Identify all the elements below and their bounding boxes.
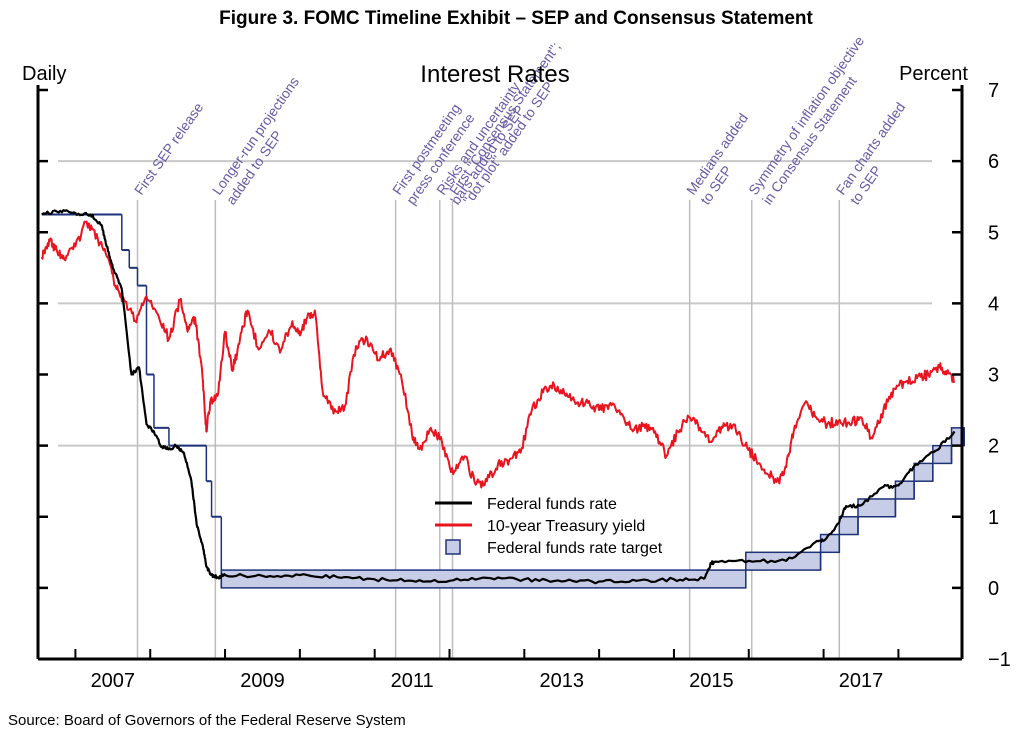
axis-ticks: 7 6 5 4 3 2 1 0 −1 2007 2009 2011 2013 2015 2017 [38, 80, 1011, 692]
target-band [41, 213, 965, 589]
series-lines [40, 209, 956, 585]
source-note: Source: Board of Governors of the Federa… [8, 712, 406, 729]
x-tick-label: 2017 [839, 670, 884, 692]
event-label-0: First SEP release [131, 99, 207, 197]
x-tick-label: 2013 [539, 670, 584, 692]
series-treasury-yield [40, 220, 956, 489]
target-band-step-14 [894, 480, 915, 500]
y-tick-label: 1 [988, 507, 999, 529]
left-axis-label: Daily [22, 63, 66, 85]
x-tick-label: 2009 [240, 670, 285, 692]
event-label-line: First SEP release [131, 99, 207, 197]
y-tick-label: 5 [988, 222, 999, 244]
figure-title: Figure 3. FOMC Timeline Exhibit – SEP an… [219, 8, 813, 29]
right-axis-label: Percent [899, 63, 968, 85]
plot-frame [36, 85, 964, 661]
target-band-step-9 [220, 569, 747, 589]
legend-swatch-2 [445, 539, 461, 555]
y-tick-label: −1 [988, 649, 1011, 671]
chart-title: Interest Rates [420, 61, 569, 88]
target-band-step-11 [819, 533, 841, 554]
y-tick-label: 0 [988, 578, 999, 600]
y-tick-label: 4 [988, 293, 999, 315]
legend-label-2: Federal funds rate target [487, 540, 663, 557]
y-tick-label: 6 [988, 151, 999, 173]
target-band-step-12 [838, 516, 859, 536]
x-tick-label: 2007 [91, 670, 136, 692]
legend: Federal funds rate 10-year Treasury yield… [435, 496, 663, 557]
event-label-7: Fan charts addedto SEP [833, 99, 923, 207]
gridlines [58, 160, 932, 447]
y-tick-label: 2 [988, 436, 999, 458]
series-fed-funds-rate [41, 209, 956, 585]
x-tick-label: 2015 [689, 670, 734, 692]
event-label-1: Longer-run projectionsadded to SEP [209, 74, 316, 208]
target-band-step-15 [913, 462, 934, 482]
y-tick-label: 7 [988, 80, 999, 102]
target-band-step-16 [932, 444, 953, 465]
x-tick-label: 2011 [391, 670, 434, 692]
legend-label-1: 10-year Treasury yield [487, 518, 645, 535]
y-tick-label: 3 [988, 365, 999, 387]
legend-label-0: Federal funds rate [487, 496, 617, 513]
